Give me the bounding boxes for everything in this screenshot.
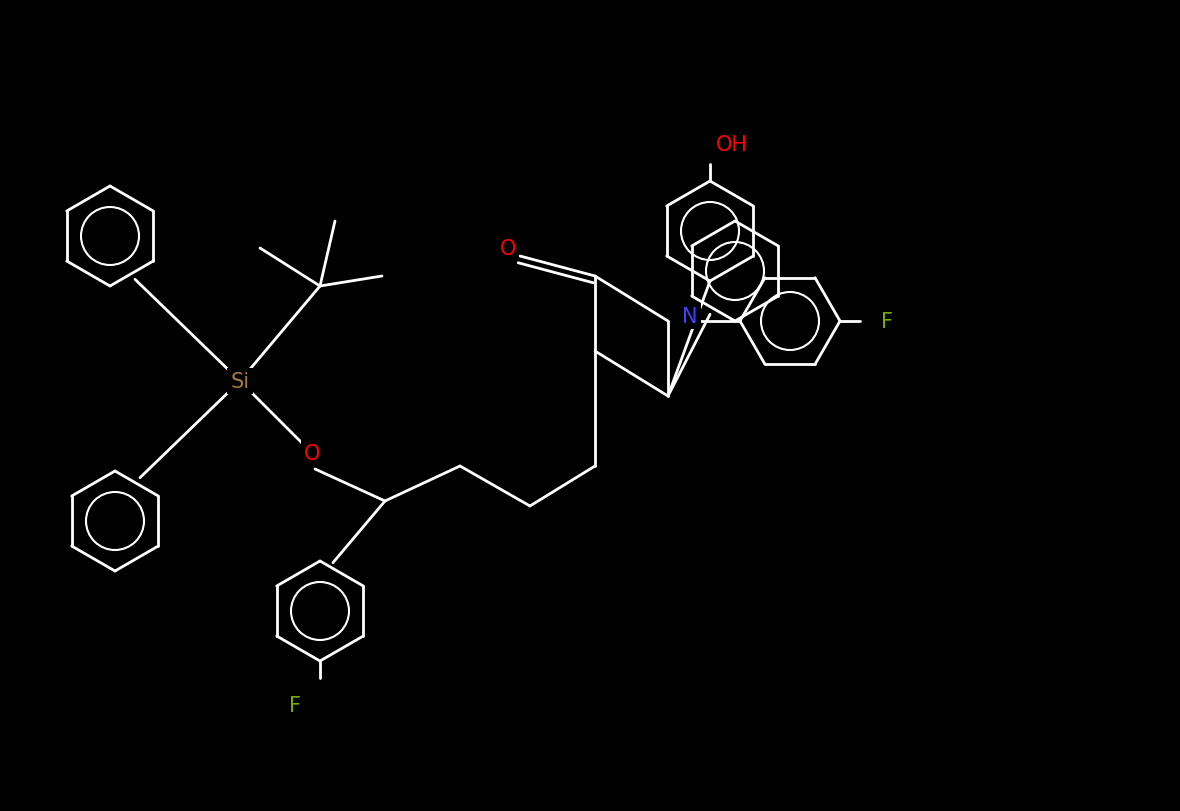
Text: O: O xyxy=(500,238,516,259)
Text: N: N xyxy=(682,307,697,327)
Text: O: O xyxy=(303,444,320,463)
Text: F: F xyxy=(881,311,893,332)
Text: OH: OH xyxy=(716,135,748,155)
Text: F: F xyxy=(289,695,301,715)
Text: Si: Si xyxy=(230,371,249,392)
